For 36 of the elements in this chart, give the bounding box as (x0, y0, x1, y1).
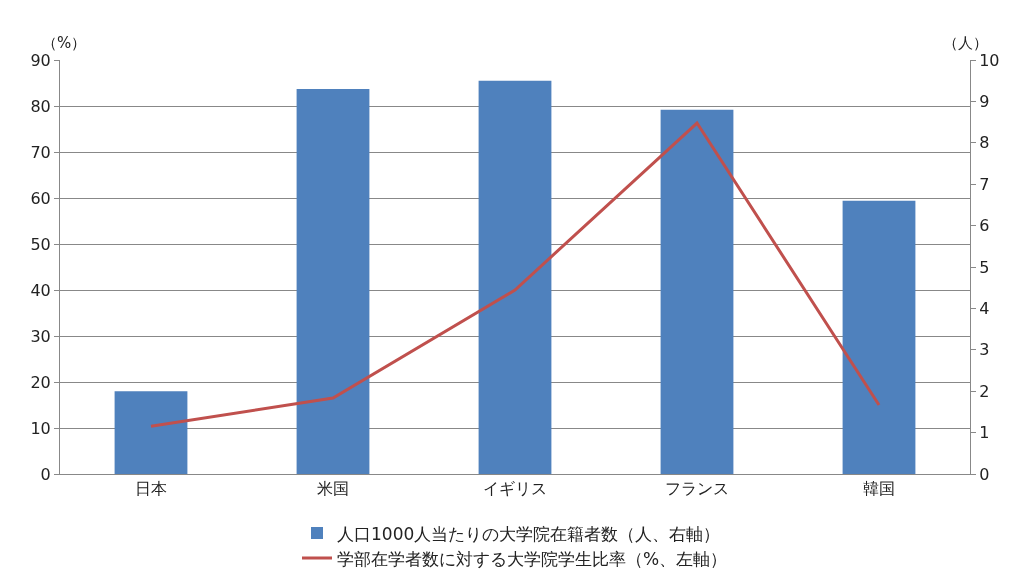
y-tick-label: 70 (30, 142, 51, 162)
x-tick-label: 韓国 (863, 479, 895, 499)
y-tick-label: 20 (30, 372, 51, 392)
bar (660, 109, 734, 474)
line-series (149, 121, 881, 428)
x-tick-label: イギリス (483, 479, 547, 499)
bar (296, 88, 370, 474)
bar (478, 80, 552, 474)
y2-tick-label: 3 (979, 340, 990, 360)
y-tick-label: 90 (30, 50, 51, 70)
y-tick-label: 60 (30, 188, 51, 208)
y-tick-label: 50 (30, 234, 51, 254)
y2-tick-label: 4 (979, 299, 990, 318)
y-tick-label: 0 (40, 464, 51, 484)
y-tick-label: 30 (30, 326, 51, 346)
y2-tick-label: 10 (979, 50, 1000, 70)
y2-tick-label: 6 (979, 216, 990, 236)
y2-tick-label: 5 (979, 257, 990, 277)
bar (114, 391, 188, 474)
legend-label: 人口1000人当たりの大学院在籍者数（人、右軸） (337, 523, 721, 544)
y-axis-title: （%） (42, 34, 87, 52)
y2-tick-label: 7 (979, 174, 990, 194)
legend-label: 学部在学者数に対する大学院学生比率（%、左軸） (337, 548, 728, 569)
x-tick-label: 米国 (317, 479, 349, 499)
y-tick-label: 40 (30, 280, 51, 300)
y2-tick-label: 9 (979, 92, 990, 111)
y-tick-label: 10 (30, 418, 51, 438)
y2-tick-label: 8 (979, 133, 990, 153)
y2-tick-label: 0 (979, 464, 990, 484)
y-tick-label: 80 (30, 96, 51, 116)
y2-axis-title: （人） (943, 34, 988, 52)
x-tick-label: フランス (665, 479, 729, 499)
y2-tick-label: 2 (979, 381, 990, 401)
x-tick-label: 日本 (135, 479, 167, 499)
bar (842, 200, 916, 474)
y2-tick-label: 1 (979, 423, 990, 443)
